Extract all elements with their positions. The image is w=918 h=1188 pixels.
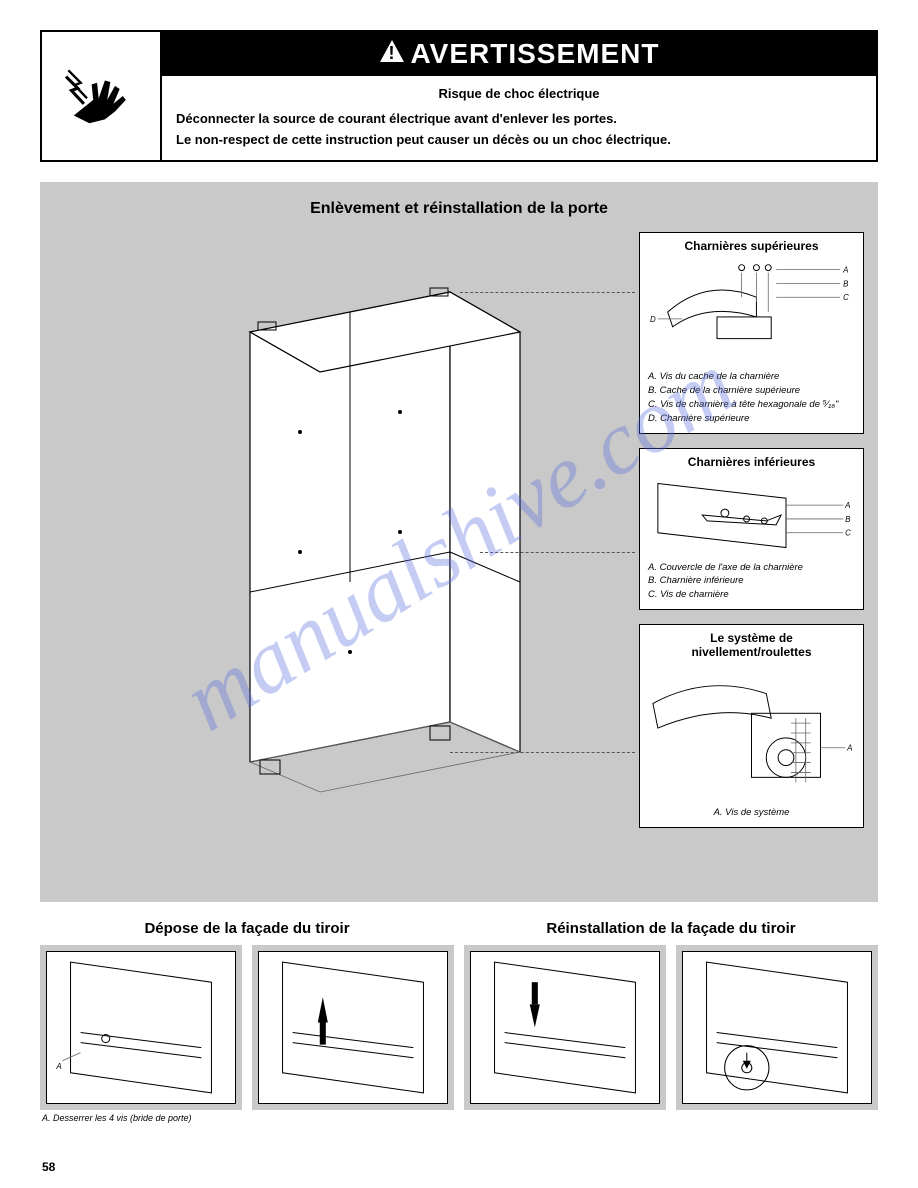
callout-leveling-legend: A. Vis de système [648,807,855,820]
main-diagram-panel: Enlèvement et réinstallation de la porte… [40,182,878,902]
legend-item: C. Vis de charnière à tête hexagonale de… [648,399,855,412]
callout-bottom-hinge: Charnières inférieures A B C A. Cou [639,448,864,610]
callout-top-hinge-diagram: A B C D [648,257,855,367]
warning-icon-cell [42,32,162,160]
bottom-panel-4 [676,945,878,1110]
bottom-section: Dépose de la façade du tiroir A [40,920,878,1123]
legend-item: B. Cache de la charnière supérieure [648,385,855,398]
callout-panels: Charnières supérieures A B [639,232,864,828]
page-number: 58 [42,1160,55,1174]
warning-header: ! AVERTISSEMENT [162,32,876,76]
warning-text-cell: ! AVERTISSEMENT Risque de choc électriqu… [162,32,876,160]
legend-item: A. Couvercle de l'axe de la charnière [648,562,855,575]
drawer-remove-caption: A. Desserrer les 4 vis (bride de porte) [40,1113,242,1123]
legend-item: A. Vis de système [648,807,855,820]
callout-bottom-hinge-legend: A. Couvercle de l'axe de la charnière B.… [648,562,855,602]
marker-a: A [842,266,848,275]
drawer-install-step-2 [682,951,872,1104]
callout-bottom-hinge-diagram: A B C [648,473,855,558]
bottom-left-col: Dépose de la façade du tiroir A [40,920,454,1123]
leader-line [480,552,635,553]
callout-leveling-title-l1: Le système de [710,631,793,645]
marker-d: D [650,315,656,324]
callout-leveling-title: Le système de nivellement/roulettes [648,631,855,659]
legend-item: B. Charnière inférieure [648,575,855,588]
warning-header-text: AVERTISSEMENT [411,38,660,70]
svg-text:!: ! [388,43,395,63]
warning-triangle-icon: ! [379,39,405,70]
svg-text:A: A [846,744,852,753]
callout-top-hinge-legend: A. Vis du cache de la charnière B. Cache… [648,371,855,425]
warning-body: Risque de choc électrique Déconnecter la… [162,76,876,160]
fridge-illustration [180,252,560,812]
marker-b: B [843,280,848,289]
main-diagram-title: Enlèvement et réinstallation de la porte [54,200,864,218]
warning-risk: Risque de choc électrique [176,84,862,105]
legend-item: D. Charnière supérieure [648,413,855,426]
bottom-right-title: Réinstallation de la façade du tiroir [464,920,878,937]
svg-text:A: A [55,1062,61,1071]
svg-text:B: B [845,515,850,524]
drawer-remove-step-1: A [46,951,236,1104]
bottom-panel-3 [464,945,666,1110]
marker-c: C [843,294,849,303]
drawer-remove-step-2 [258,951,448,1104]
callout-leveling: Le système de nivellement/roulettes A A. [639,624,864,828]
callout-top-hinge: Charnières supérieures A B [639,232,864,433]
bottom-panel-1: A [40,945,242,1110]
bottom-right-col: Réinstallation de la façade du tiroir [464,920,878,1123]
warning-line-2: Le non-respect de cette instruction peut… [176,130,862,151]
callout-leveling-title-l2: nivellement/roulettes [691,645,811,659]
legend-item: A. Vis du cache de la charnière [648,371,855,384]
leader-line [460,292,635,293]
drawer-install-step-1 [470,951,660,1104]
callout-top-hinge-title: Charnières supérieures [648,239,855,253]
svg-text:A: A [844,501,850,510]
bottom-panel-2 [252,945,454,1110]
bottom-left-title: Dépose de la façade du tiroir [40,920,454,937]
shock-hand-icon [61,61,141,131]
callout-leveling-diagram: A [648,663,855,803]
legend-item: C. Vis de charnière [648,589,855,602]
warning-line-1: Déconnecter la source de courant électri… [176,109,862,130]
svg-text:C: C [845,528,851,537]
leader-line [450,752,635,753]
callout-bottom-hinge-title: Charnières inférieures [648,455,855,469]
warning-box: ! AVERTISSEMENT Risque de choc électriqu… [40,30,878,162]
